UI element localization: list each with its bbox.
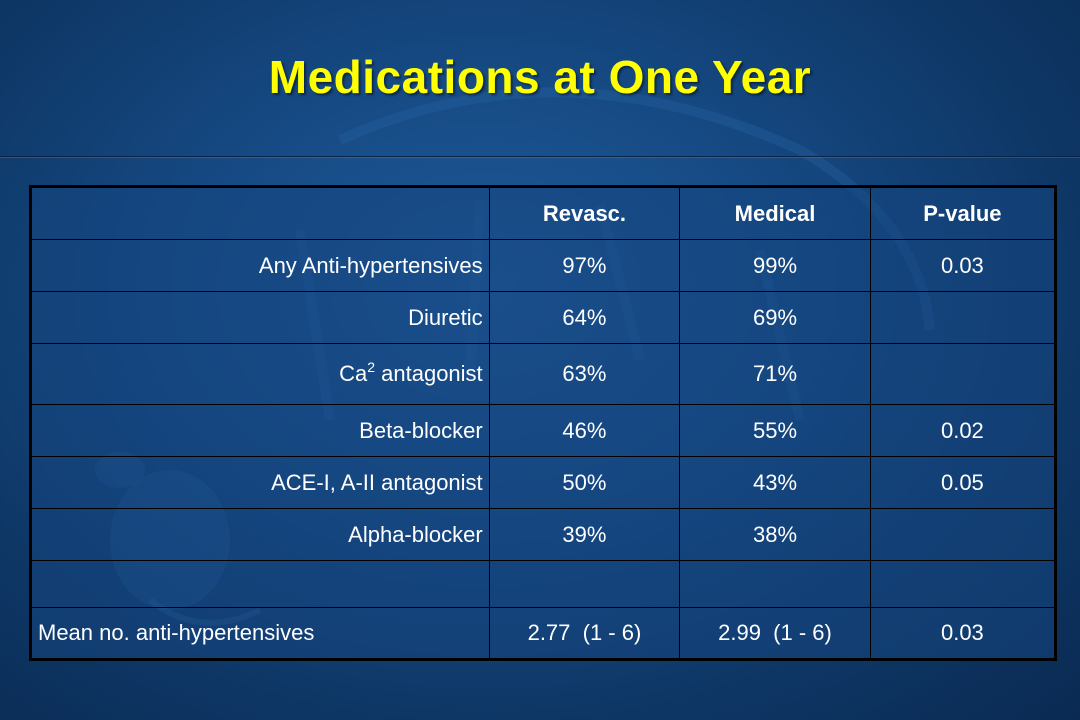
table-row: Alpha-blocker 39% 38% (30, 508, 1057, 561)
row-label: Mean no. anti-hypertensives (30, 607, 490, 660)
pvalue-value: 0.05 (869, 456, 1057, 509)
pvalue-value (869, 508, 1057, 561)
table-row-empty (30, 560, 1057, 608)
medical-value: 55% (679, 404, 871, 457)
pvalue-value (869, 291, 1057, 344)
row-label: Any Anti-hypertensives (30, 239, 490, 292)
header-empty (30, 186, 490, 240)
row-label: Beta-blocker (30, 404, 490, 457)
header-revasc: Revasc. (488, 186, 681, 240)
medications-table: Revasc. Medical P-value Any Anti-hyperte… (29, 185, 1057, 661)
row-label (30, 560, 490, 608)
table-row: Ca2 antagonist 63% 71% (30, 343, 1057, 405)
table-row-summary: Mean no. anti-hypertensives 2.77 (1 - 6)… (30, 607, 1057, 660)
table-header-row: Revasc. Medical P-value (30, 186, 1057, 240)
slide-title: Medications at One Year (268, 51, 812, 103)
row-label-prefix: Ca (339, 361, 368, 386)
revasc-value: 46% (488, 404, 681, 457)
medical-value: 69% (679, 291, 871, 344)
medical-value: 99% (679, 239, 871, 292)
medical-value: 43% (679, 456, 871, 509)
medical-value: 38% (679, 508, 871, 561)
revasc-value: 97% (488, 239, 681, 292)
revasc-value (488, 560, 681, 608)
header-pvalue: P-value (869, 186, 1057, 240)
pvalue-value: 0.02 (869, 404, 1057, 457)
table-row: ACE-I, A-II antagonist 50% 43% 0.05 (30, 456, 1057, 509)
pvalue-value (869, 560, 1057, 608)
pvalue-value: 0.03 (869, 607, 1057, 660)
revasc-value: 2.77 (1 - 6) (488, 607, 681, 660)
revasc-value: 50% (488, 456, 681, 509)
row-label: ACE-I, A-II antagonist (30, 456, 490, 509)
revasc-value: 39% (488, 508, 681, 561)
medical-value: 71% (679, 343, 871, 405)
medical-value (679, 560, 871, 608)
row-label-superscript: 2 (367, 359, 376, 375)
revasc-value: 63% (488, 343, 681, 405)
table-row: Beta-blocker 46% 55% 0.02 (30, 404, 1057, 457)
title-divider (0, 156, 1080, 157)
table-row: Any Anti-hypertensives 97% 99% 0.03 (30, 239, 1057, 292)
row-label: Diuretic (30, 291, 490, 344)
table-row: Diuretic 64% 69% (30, 291, 1057, 344)
row-label: Alpha-blocker (30, 508, 490, 561)
row-label: Ca2 antagonist (30, 343, 490, 405)
pvalue-value: 0.03 (869, 239, 1057, 292)
row-label-suffix: antagonist (375, 361, 483, 386)
medical-value: 2.99 (1 - 6) (679, 607, 871, 660)
header-medical: Medical (679, 186, 871, 240)
pvalue-value (869, 343, 1057, 405)
revasc-value: 64% (488, 291, 681, 344)
